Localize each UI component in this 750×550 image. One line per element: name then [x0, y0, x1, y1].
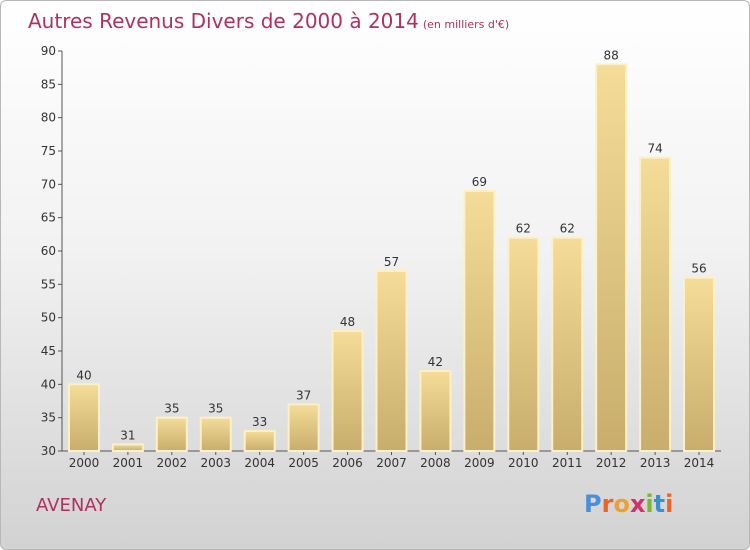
logo-letter: i	[645, 490, 654, 518]
data-label-2005: 37	[296, 388, 311, 402]
title-main: Autres Revenus Divers de 2000 à 2014	[28, 9, 419, 33]
y-tick-label: 75	[41, 144, 56, 158]
bar-2000	[67, 383, 100, 453]
data-label-2004: 33	[252, 415, 267, 429]
bar-2010	[507, 236, 540, 452]
x-tick-label: 2014	[684, 456, 715, 470]
x-tick-label: 2000	[69, 456, 100, 470]
axes: 30 35 40 45 50 55 60 65 70 75 80 85 90 2000 2001 2002 20…	[41, 44, 721, 470]
logo-letter: i	[665, 490, 674, 518]
x-tick-label: 2005	[288, 456, 319, 470]
y-tick-label: 40	[41, 377, 56, 391]
data-label-2008: 42	[428, 355, 443, 369]
bar-2008	[419, 370, 452, 452]
bar-2005	[287, 403, 320, 453]
x-tick-label: 2009	[464, 456, 495, 470]
data-label-2000: 40	[76, 368, 91, 382]
data-label-2002: 35	[164, 402, 179, 416]
bar-2001	[111, 443, 144, 453]
y-tick-label: 60	[41, 244, 56, 258]
logo-letter: r	[601, 490, 614, 518]
y-tick-label: 80	[41, 111, 56, 125]
x-tick-label: 2008	[420, 456, 451, 470]
y-tick-label: 45	[41, 344, 56, 358]
logo-letter: P	[584, 490, 602, 518]
logo-letter: x	[629, 490, 646, 518]
bar-2006	[331, 330, 364, 452]
data-label-2007: 57	[384, 255, 399, 269]
y-tick-label: 70	[41, 177, 56, 191]
x-tick-label: 2006	[332, 456, 363, 470]
data-label-2011: 62	[560, 222, 575, 236]
bar-2007	[375, 270, 408, 452]
y-tick-label: 35	[41, 411, 56, 425]
commune-name: AVENAY	[36, 495, 107, 516]
x-tick-label: 2003	[200, 456, 231, 470]
bar-2011	[551, 236, 584, 452]
x-tick-label: 2002	[157, 456, 188, 470]
x-tick-label: 2007	[376, 456, 407, 470]
x-tick-label: 2001	[113, 456, 144, 470]
bar-2013	[639, 156, 672, 453]
x-tick-label: 2010	[508, 456, 539, 470]
x-tick-label: 2013	[640, 456, 671, 470]
x-tick-label: 2004	[244, 456, 275, 470]
data-label-2013: 74	[647, 142, 662, 156]
chart-title: Autres Revenus Divers de 2000 à 2014 (en …	[28, 9, 509, 33]
y-tick-label: 65	[41, 211, 56, 225]
y-tick-label: 85	[41, 77, 56, 91]
bars	[67, 63, 716, 453]
data-label-2001: 31	[120, 428, 135, 442]
bar-2014	[683, 276, 716, 452]
x-tick-label: 2011	[552, 456, 583, 470]
bar-2004	[243, 430, 276, 452]
data-labels: 40 31 35 35 33 37 48 57 42 69 62 62 88 74 56	[76, 48, 706, 442]
x-tick-label: 2012	[596, 456, 627, 470]
y-tick-label: 90	[41, 44, 56, 58]
data-label-2010: 62	[516, 222, 531, 236]
bar-2003	[199, 416, 232, 452]
data-label-2006: 48	[340, 315, 355, 329]
logo-letter: t	[653, 490, 666, 518]
bar-2002	[155, 416, 188, 452]
y-tick-label: 55	[41, 277, 56, 291]
proxiti-logo[interactable]: Proxiti	[584, 490, 673, 518]
data-label-2012: 88	[604, 48, 619, 62]
data-label-2003: 35	[208, 402, 223, 416]
bar-2009	[463, 190, 496, 452]
y-tick-label: 50	[41, 311, 56, 325]
data-label-2009: 69	[472, 175, 487, 189]
logo-letter: o	[613, 490, 630, 518]
title-unit: (en milliers d'€)	[422, 18, 510, 31]
data-label-2014: 56	[691, 262, 706, 276]
y-tick-label: 30	[41, 444, 56, 458]
bar-2012	[595, 63, 628, 452]
